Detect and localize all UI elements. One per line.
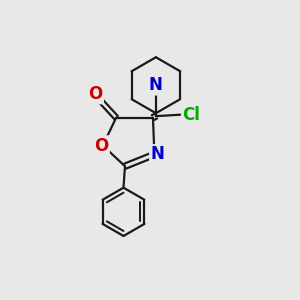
Text: O: O: [94, 136, 109, 154]
Text: N: N: [150, 146, 164, 164]
Text: Cl: Cl: [182, 106, 200, 124]
Text: N: N: [149, 76, 163, 94]
Text: O: O: [88, 85, 103, 103]
